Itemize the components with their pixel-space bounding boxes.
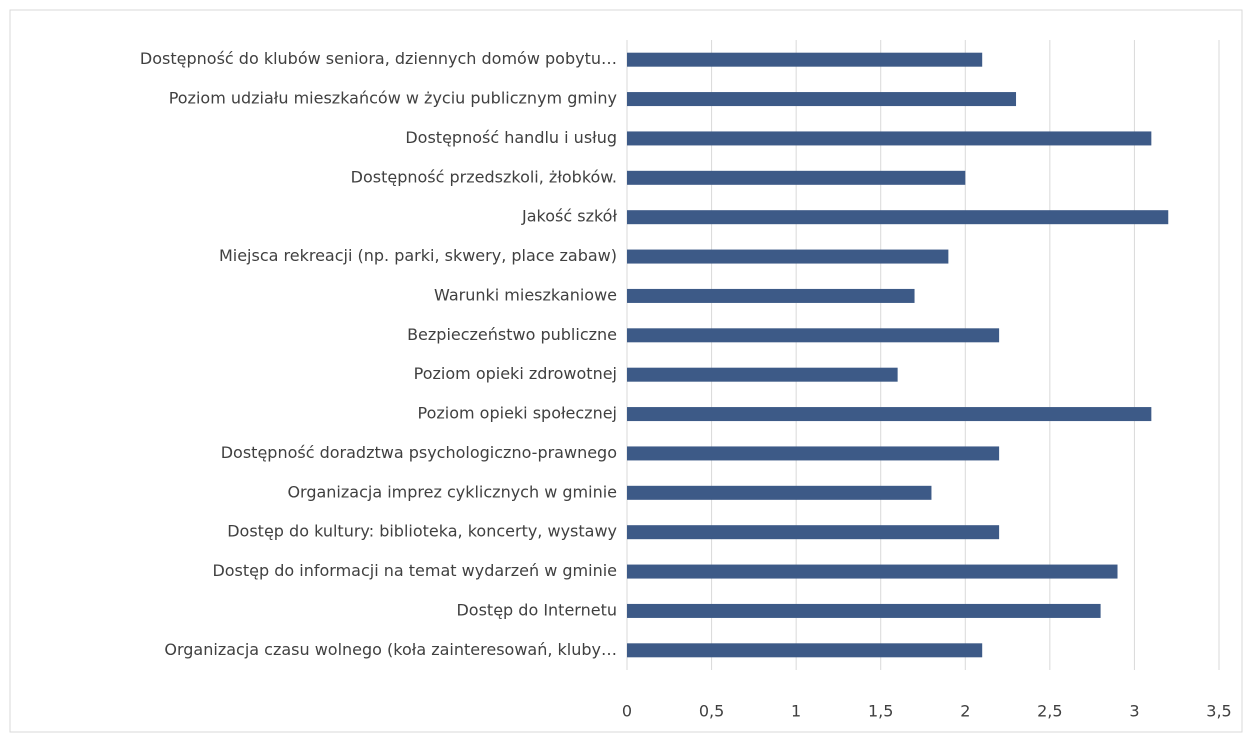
bar <box>627 52 983 67</box>
y-tick-label: Jakość szkół <box>521 207 617 226</box>
bar <box>627 564 1118 579</box>
y-tick-label: Organizacja czasu wolnego (koła zaintere… <box>164 640 617 659</box>
y-tick-label: Poziom opieki zdrowotnej <box>414 364 617 383</box>
y-tick-label: Dostęp do informacji na temat wydarzeń w… <box>212 561 617 580</box>
x-tick-label: 3,5 <box>1206 702 1231 721</box>
x-tick-label: 3 <box>1129 702 1139 721</box>
y-tick-label: Dostępność przedszkoli, żłobków. <box>351 167 617 186</box>
y-tick-label: Dostęp do Internetu <box>456 600 617 619</box>
bar <box>627 288 915 303</box>
bar <box>627 131 1152 146</box>
bar <box>627 407 1152 422</box>
bar <box>627 643 983 658</box>
x-tick-label: 0,5 <box>699 702 724 721</box>
y-tick-label: Dostępność doradztwa psychologiczno-praw… <box>221 443 617 462</box>
bar <box>627 485 932 500</box>
y-tick-label: Organizacja imprez cyklicznych w gminie <box>287 482 617 501</box>
bar <box>627 446 1000 461</box>
y-tick-label: Warunki mieszkaniowe <box>434 285 617 304</box>
bar <box>627 603 1101 618</box>
bar <box>627 328 1000 343</box>
bar <box>627 249 949 264</box>
bar <box>627 210 1169 225</box>
y-tick-label: Dostępność do klubów seniora, dziennych … <box>140 49 617 68</box>
bar <box>627 367 898 382</box>
x-tick-label: 1 <box>791 702 801 721</box>
y-tick-label: Bezpieczeństwo publiczne <box>407 325 617 344</box>
x-tick-label: 2,5 <box>1037 702 1062 721</box>
y-tick-label: Dostępność handlu i usług <box>405 128 617 147</box>
y-tick-label: Poziom udziału mieszkańców w życiu publi… <box>169 89 617 108</box>
bar <box>627 525 1000 540</box>
y-tick-label: Dostęp do kultury: biblioteka, koncerty,… <box>227 522 617 541</box>
bar <box>627 170 966 185</box>
chart-border <box>9 9 1243 733</box>
x-tick-label: 0 <box>622 702 632 721</box>
y-tick-label: Poziom opieki społecznej <box>418 404 618 423</box>
bar <box>627 92 1017 107</box>
x-tick-label: 1,5 <box>868 702 893 721</box>
x-tick-label: 2 <box>960 702 970 721</box>
y-tick-label: Miejsca rekreacji (np. parki, skwery, pl… <box>219 246 617 265</box>
